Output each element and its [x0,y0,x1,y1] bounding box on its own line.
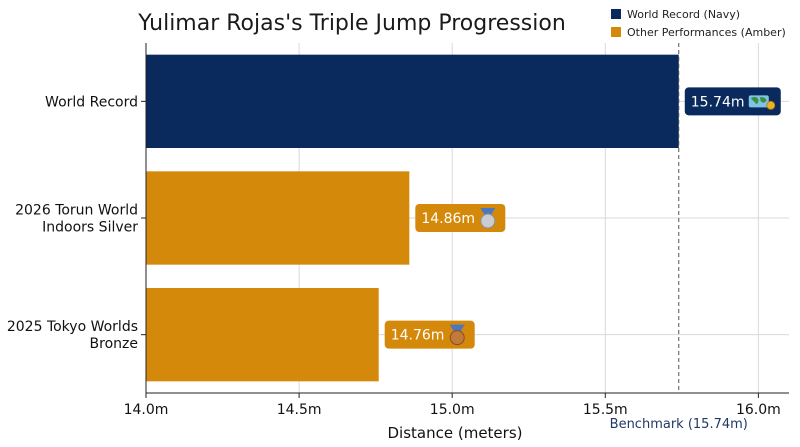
globe-medal-icon [748,95,776,110]
value-badge [684,87,781,116]
bar-2 [146,288,379,382]
legend-swatch-navy [611,9,621,19]
category-label: 2026 Torun World Indoors Silver [15,203,138,236]
value-label: 15.74m [691,94,745,110]
x-tick-label: 16.0m [736,402,781,418]
x-axis-title: Distance (meters) [388,424,523,442]
bar-0 [146,54,679,148]
value-label: 14.76m [391,328,445,344]
bronze-medal-icon [449,324,465,346]
axes [141,43,789,398]
silver-medal-icon [480,208,496,229]
x-tick-label: 15.0m [430,402,475,418]
chart-title: Yulimar Rojas's Triple Jump Progression [137,11,566,36]
bar-1 [146,171,410,265]
value-label: 14.86m [421,211,475,227]
category-label: World Record [45,94,138,110]
benchmark-label: Benchmark (15.74m) [610,417,748,432]
legend: World Record (Navy) Other Performances (… [611,8,786,39]
x-tick-label: 14.5m [277,402,322,418]
category-label: 2025 Tokyo Worlds Bronze [7,319,138,352]
x-tick-label: 15.5m [583,402,628,418]
labels: Benchmark (15.74m) 14.0m 14.5m 15.0m 15.5m 16… [7,87,781,432]
bars [146,54,679,382]
legend-swatch-amber [611,27,621,37]
legend-label-other-performances: Other Performances (Amber) [627,26,786,39]
x-tick-label: 14.0m [124,402,169,418]
legend-label-world-record: World Record (Navy) [627,8,740,21]
